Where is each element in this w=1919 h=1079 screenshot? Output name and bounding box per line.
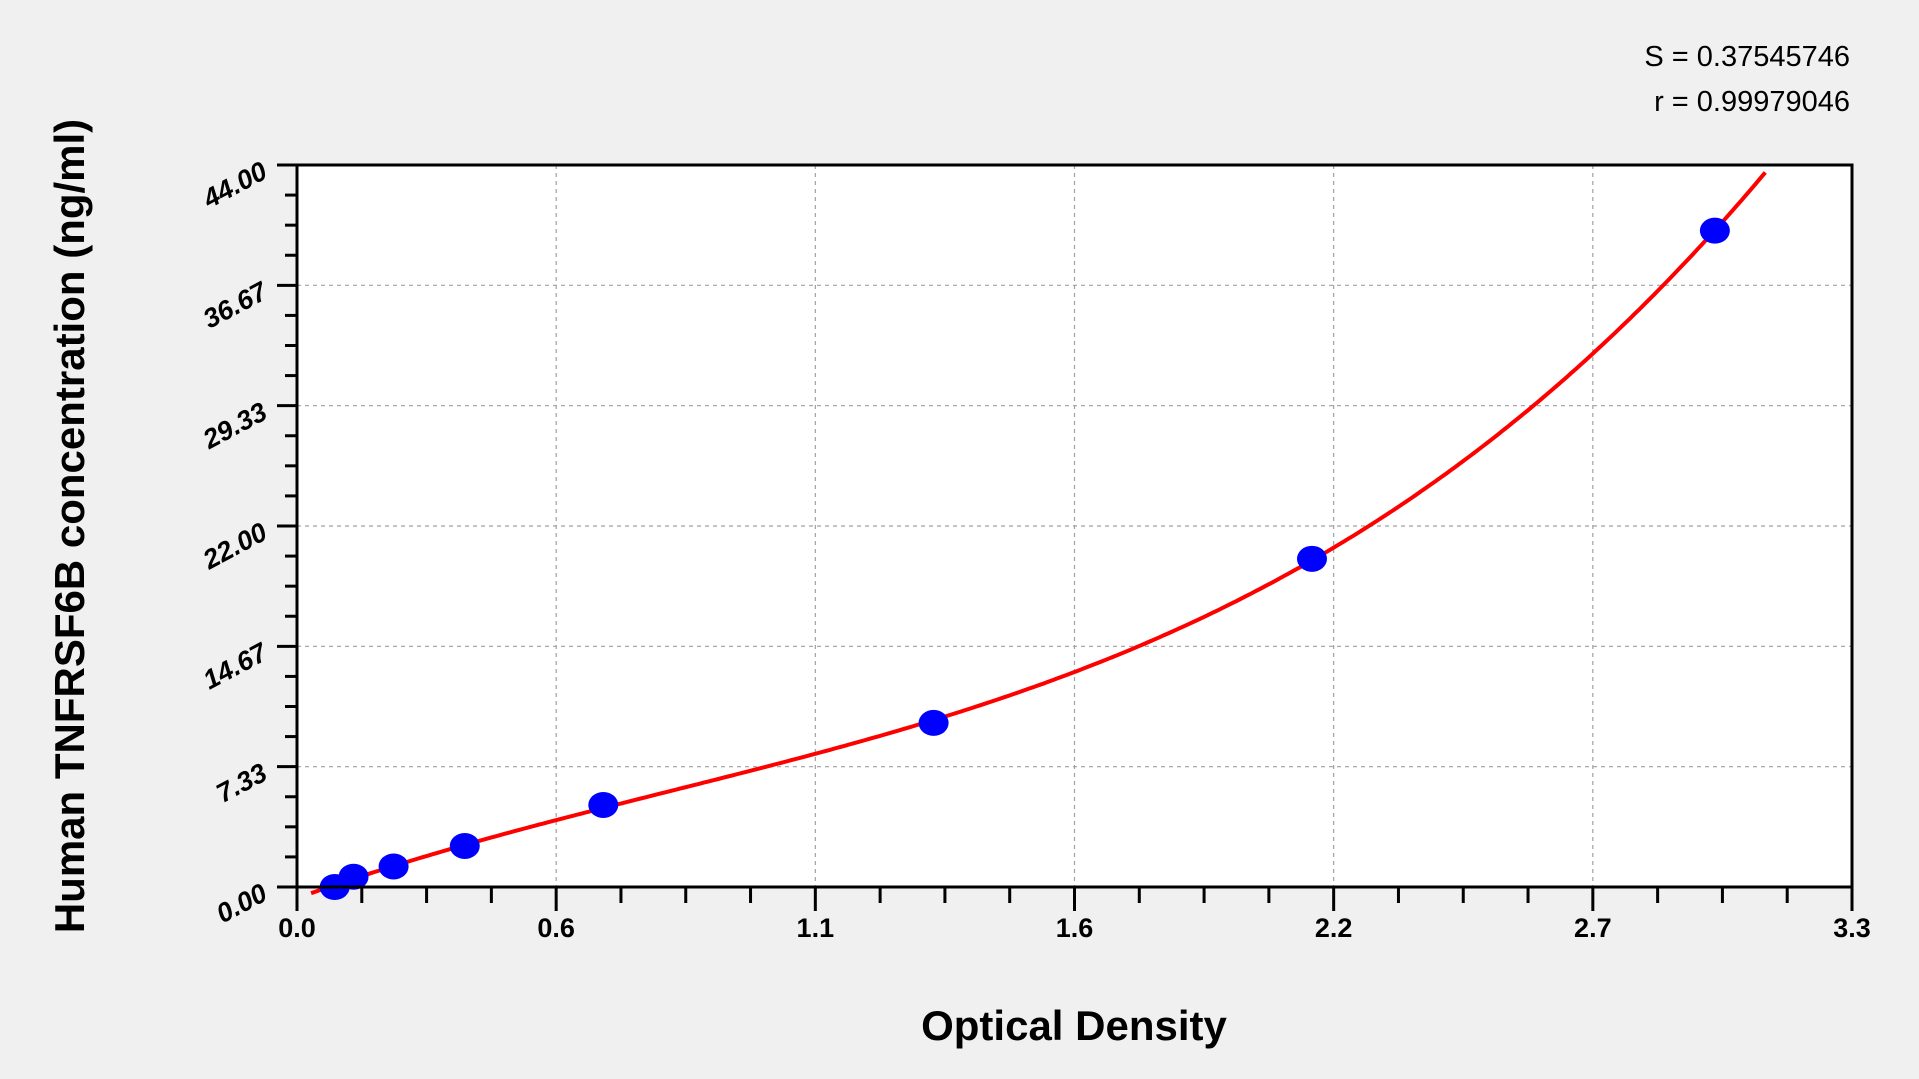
x-axis-title: Optical Density xyxy=(921,1002,1227,1049)
x-tick-label: 1.1 xyxy=(797,913,835,943)
x-tick-label: 3.3 xyxy=(1833,913,1871,943)
data-point xyxy=(449,832,480,859)
x-tick-label: 2.7 xyxy=(1574,913,1612,943)
fit-curve-layer xyxy=(310,171,1767,896)
fit-curve xyxy=(310,171,1767,896)
x-tick-label: 2.2 xyxy=(1315,913,1353,943)
y-tick-label: 29.33 xyxy=(197,396,272,455)
annotation-s: S = 0.37545746 xyxy=(1644,41,1850,73)
x-tick-label: 0.6 xyxy=(537,913,575,943)
y-tick-label: 14.67 xyxy=(198,636,273,695)
data-point xyxy=(338,863,369,890)
x-tick-labels: 0.0 0.6 1.1 1.6 2.2 2.7 3.3 xyxy=(278,913,1871,943)
y-tick-labels: 0.00 7.33 14.67 22.00 29.33 36.67 44.00 xyxy=(197,156,273,929)
data-point xyxy=(378,853,409,880)
y-tick-label: 0.00 xyxy=(211,878,271,929)
y-tick-label: 44.00 xyxy=(197,156,272,215)
axis-ticks xyxy=(277,163,1854,911)
data-point xyxy=(588,791,619,818)
data-point xyxy=(1296,545,1327,572)
x-tick-label: 0.0 xyxy=(278,913,316,943)
annotation-r: r = 0.99979046 xyxy=(1654,86,1850,118)
grid-lines xyxy=(297,165,1852,887)
data-point xyxy=(1699,217,1730,244)
y-tick-label: 7.33 xyxy=(211,757,271,808)
y-tick-label: 22.00 xyxy=(197,517,272,576)
y-axis-title: Human TNFRSF6B concentration (ng/ml) xyxy=(46,119,93,933)
x-tick-label: 1.6 xyxy=(1056,913,1094,943)
y-tick-label: 36.67 xyxy=(198,275,273,334)
data-point xyxy=(918,709,949,736)
